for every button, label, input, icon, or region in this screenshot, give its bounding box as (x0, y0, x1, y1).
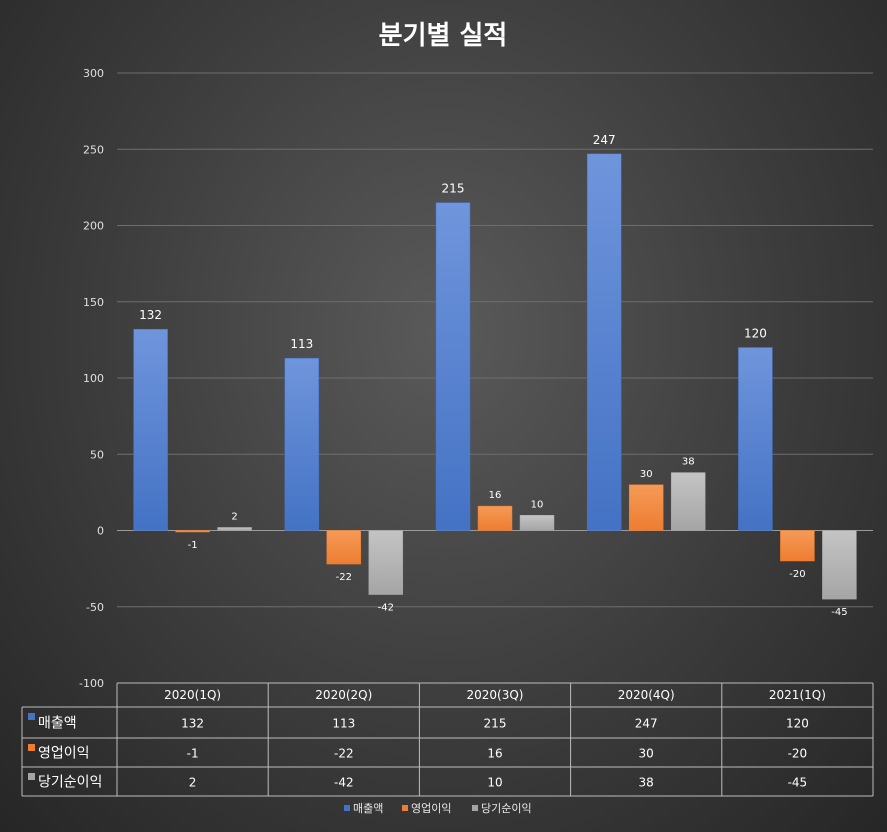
table-series-label: 매출액 (38, 716, 77, 732)
y-tick-label: 250 (83, 143, 104, 156)
bar (368, 530, 404, 595)
table-cell: -45 (788, 776, 808, 790)
table-cell: -1 (187, 747, 199, 761)
bar (477, 505, 513, 531)
legend-swatch (472, 805, 478, 811)
table-cell: -22 (334, 747, 354, 761)
data-labels: 132 -1 2 113 -22 -42 215 16 10 247 30 38 120 -20 -45 (139, 133, 847, 618)
chart-title: 분기별 실적 (379, 21, 508, 51)
data-label: 10 (531, 499, 544, 510)
bar (628, 484, 664, 531)
table-cell: 38 (639, 776, 654, 790)
data-label: 132 (139, 308, 162, 322)
data-label: -45 (831, 607, 847, 618)
data-label: 113 (290, 337, 313, 351)
table-cell: 120 (786, 717, 809, 731)
legend: 매출액 영업이익 당기순이익 (344, 802, 532, 815)
data-label: -20 (789, 569, 805, 580)
y-tick-label: -50 (86, 601, 104, 614)
bar (670, 472, 706, 531)
bar (175, 530, 210, 533)
table-cell: -42 (334, 776, 354, 790)
data-label: 2 (231, 511, 237, 522)
data-label: 30 (640, 469, 653, 480)
table-cell: 247 (635, 717, 658, 731)
legend-label: 영업이익 (411, 802, 451, 815)
y-tick-label: 300 (83, 67, 104, 80)
legend-label: 매출액 (353, 802, 383, 815)
bar (586, 153, 622, 531)
table-cell: 215 (484, 717, 507, 731)
table-cell: 16 (487, 747, 502, 761)
y-tick-label: -100 (79, 677, 104, 690)
bar (217, 527, 252, 531)
data-label: 16 (489, 490, 502, 501)
table-series-swatch (28, 713, 35, 720)
bar (519, 515, 555, 531)
bar (780, 530, 815, 562)
bar (738, 347, 773, 531)
table-series-label: 당기순이익 (38, 775, 102, 791)
bar (326, 530, 362, 565)
data-label: -1 (188, 540, 198, 551)
table-series-swatch (28, 744, 35, 751)
table-header-cell: 2020(1Q) (164, 688, 221, 702)
bar (133, 328, 168, 531)
table-cell: -20 (788, 747, 808, 761)
table-cell: 2 (189, 776, 197, 790)
bar (822, 530, 857, 600)
table-header-cell: 2020(3Q) (467, 688, 524, 702)
legend-swatch (344, 805, 350, 811)
table-header-cell: 2020(4Q) (618, 688, 675, 702)
y-tick-label: 150 (83, 296, 104, 309)
data-label: 247 (593, 133, 616, 147)
table-series-label: 영업이익 (38, 746, 90, 762)
data-label: 38 (682, 457, 695, 468)
y-tick-label: 200 (83, 220, 104, 233)
table-header-cell: 2021(1Q) (769, 688, 826, 702)
table-cell: 132 (181, 717, 204, 731)
y-tick-label: 50 (90, 448, 104, 461)
y-tick-label: 0 (97, 525, 104, 538)
table-series-swatch (28, 773, 35, 780)
table-cell: 10 (487, 776, 502, 790)
data-table: 2020(1Q) 2020(2Q) 2020(3Q) 2020(4Q) 2021(1Q)… (21, 682, 874, 797)
y-axis: 300 250 200 150 100 50 0 -50 -100 (79, 67, 104, 690)
bars (133, 153, 857, 600)
legend-swatch (402, 805, 408, 811)
table-cell: 30 (639, 747, 654, 761)
bar (284, 357, 320, 531)
legend-label: 당기순이익 (481, 802, 532, 815)
data-label: 120 (744, 327, 767, 341)
y-tick-label: 100 (83, 372, 104, 385)
data-label: 215 (442, 182, 465, 196)
bar (435, 202, 471, 531)
data-label: -42 (378, 603, 394, 614)
data-label: -22 (336, 572, 352, 583)
table-cell: 113 (332, 717, 355, 731)
table-header-cell: 2020(2Q) (315, 688, 372, 702)
